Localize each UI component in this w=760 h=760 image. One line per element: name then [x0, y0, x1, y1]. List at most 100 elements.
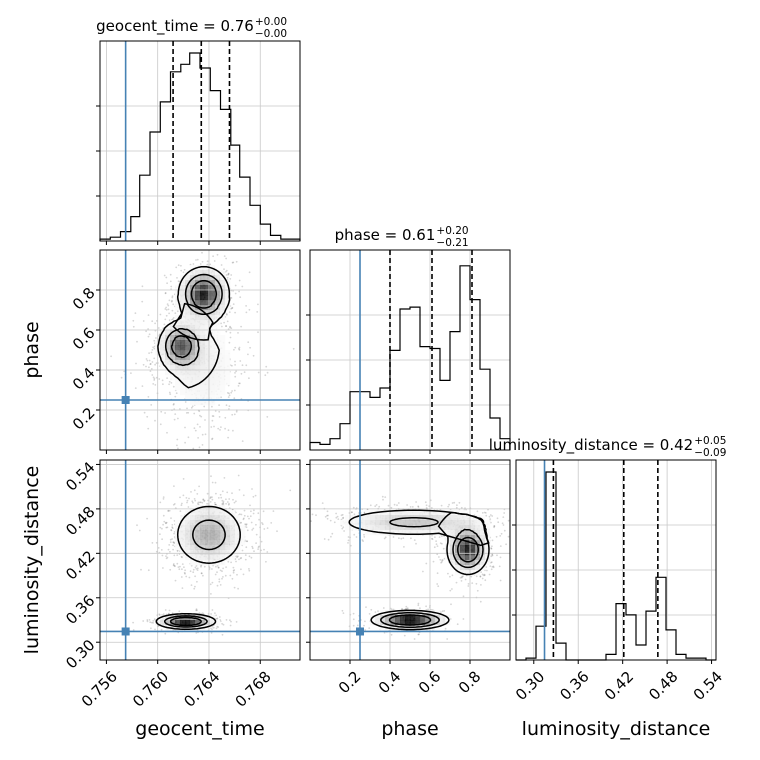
pair-geocent_time-vs-luminosity_distance-sample — [222, 567, 225, 570]
pair-geocent_time-vs-luminosity_distance-density-cell — [215, 540, 221, 546]
pair-phase-vs-luminosity_distance-sample — [417, 505, 420, 508]
pair-phase-vs-luminosity_distance-sample — [492, 565, 495, 568]
pair-geocent_time-vs-luminosity_distance-sample — [202, 499, 205, 501]
pair-geocent_time-vs-phase-sample — [147, 314, 150, 316]
pair-geocent_time-vs-luminosity_distance-density-cell — [165, 615, 171, 621]
pair-geocent_time-vs-luminosity_distance-density-cell — [195, 545, 201, 551]
pair-geocent_time-vs-phase-density-cell — [200, 295, 206, 301]
pair-phase-vs-luminosity_distance-sample — [390, 633, 393, 636]
pair-geocent_time-vs-luminosity_distance-sample — [161, 527, 163, 530]
pair-geocent_time-vs-phase-density-cell — [195, 400, 201, 406]
pair-phase-vs-luminosity_distance-density-cell — [345, 515, 351, 521]
pair-geocent_time-vs-luminosity_distance-density-cell — [195, 525, 201, 531]
pair-phase-vs-luminosity_distance-density-cell — [395, 620, 401, 626]
pair-phase-vs-luminosity_distance-sample — [492, 566, 495, 569]
pair-geocent_time-vs-luminosity_distance-sample — [180, 555, 183, 558]
pair-phase-vs-luminosity_distance-density-cell — [425, 515, 431, 521]
pair-phase-vs-luminosity_distance-sample — [397, 502, 400, 504]
pair-geocent_time-vs-luminosity_distance-sample — [238, 513, 241, 516]
pair-geocent_time-vs-phase-density-cell — [210, 345, 216, 351]
pair-geocent_time-vs-luminosity_distance-sample — [217, 626, 220, 628]
pair-geocent_time-vs-luminosity_distance-density-cell — [205, 555, 211, 561]
pair-geocent_time-vs-phase-sample — [233, 348, 235, 351]
pair-geocent_time-vs-phase-sample — [227, 273, 230, 275]
pair-geocent_time-vs-phase-sample — [163, 323, 166, 326]
pair-geocent_time-vs-phase-density-cell — [215, 325, 221, 331]
pair-phase-vs-luminosity_distance-sample — [439, 611, 442, 613]
pair-geocent_time-vs-phase-sample — [231, 390, 234, 392]
pair-geocent_time-vs-luminosity_distance-sample — [221, 503, 224, 505]
pair-geocent_time-vs-luminosity_distance-density-cell — [240, 525, 246, 531]
pair-geocent_time-vs-phase-sample — [231, 261, 234, 264]
pair-geocent_time-vs-luminosity_distance-sample — [178, 610, 181, 613]
pair-phase-vs-luminosity_distance-sample — [341, 609, 344, 612]
pair-geocent_time-vs-phase-sample — [235, 410, 238, 413]
pair-geocent_time-vs-phase-sample — [230, 297, 233, 299]
pair-phase-vs-luminosity_distance-density-cell — [380, 510, 386, 516]
pair-geocent_time-vs-luminosity_distance-sample — [200, 572, 203, 575]
pair-geocent_time-vs-luminosity_distance-sample — [181, 563, 184, 565]
pair-geocent_time-vs-luminosity_distance-sample — [237, 555, 239, 558]
pair-phase-vs-luminosity_distance-density-cell — [385, 620, 391, 626]
hist-geocent_time-step — [99, 52, 301, 241]
pair-phase-vs-luminosity_distance-sample — [342, 526, 345, 529]
pair-geocent_time-vs-phase-sample — [247, 353, 249, 356]
pair-geocent_time-vs-luminosity_distance-sample — [244, 523, 247, 526]
pair-phase-vs-luminosity_distance-sample — [453, 501, 456, 504]
pair-geocent_time-vs-luminosity_distance-sample — [155, 541, 158, 544]
pair-geocent_time-vs-phase-sample — [154, 384, 157, 386]
pair-geocent_time-vs-luminosity_distance-density-cell — [220, 530, 226, 536]
pair-geocent_time-vs-luminosity_distance-sample — [211, 628, 213, 631]
pair-geocent_time-vs-luminosity_distance-density-cell — [205, 540, 211, 546]
pair-phase-vs-luminosity_distance-sample — [417, 506, 420, 508]
pair-geocent_time-vs-phase-density-cell — [225, 300, 231, 306]
pair-geocent_time-vs-phase-density-cell — [215, 300, 221, 306]
pair-geocent_time-vs-phase-density-cell — [200, 275, 206, 281]
pair-geocent_time-vs-luminosity_distance-sample — [221, 633, 224, 636]
pair-geocent_time-vs-phase-sample — [204, 433, 207, 436]
pair-geocent_time-vs-luminosity_distance-density-cell — [195, 550, 201, 556]
pair-phase-vs-luminosity_distance-sample — [363, 624, 365, 627]
pair-geocent_time-vs-luminosity_distance-sample — [260, 540, 263, 543]
pair-geocent_time-vs-phase-sample — [168, 391, 171, 394]
pair-geocent_time-vs-luminosity_distance-sample — [209, 496, 212, 498]
pair-geocent_time-vs-phase-density-cell — [160, 345, 166, 351]
pair-geocent_time-vs-phase-sample — [170, 300, 173, 303]
pair-geocent_time-vs-luminosity_distance-sample — [215, 492, 217, 495]
pair-geocent_time-vs-luminosity_distance-sample — [233, 501, 236, 504]
pair-geocent_time-vs-phase-density-cell — [210, 325, 216, 331]
pair-geocent_time-vs-luminosity_distance-sample — [152, 620, 155, 622]
pair-geocent_time-vs-luminosity_distance-sample — [196, 580, 198, 583]
pair-phase-vs-luminosity_distance-contour-1-1 — [452, 528, 484, 569]
pair-geocent_time-vs-luminosity_distance-sample — [248, 555, 251, 558]
pair-geocent_time-vs-luminosity_distance-sample — [232, 498, 234, 501]
pair-phase-vs-luminosity_distance-density-cell — [460, 535, 466, 541]
pair-geocent_time-vs-phase-density-cell — [165, 340, 171, 346]
pair-geocent_time-vs-luminosity_distance-density-cell — [175, 625, 181, 631]
pair-geocent_time-vs-phase-sample — [228, 408, 230, 410]
pair-geocent_time-vs-phase-sample — [227, 429, 230, 432]
pair-phase-vs-luminosity_distance-density-cell — [390, 525, 396, 531]
pair-geocent_time-vs-phase-sample — [238, 346, 241, 349]
pair-geocent_time-vs-phase-sample — [200, 415, 203, 418]
pair-phase-vs-luminosity_distance-density-cell — [375, 615, 381, 621]
pair-geocent_time-vs-phase-density-cell — [210, 355, 216, 361]
pair-geocent_time-vs-phase-density-cell — [215, 280, 221, 286]
pair-phase-vs-luminosity_distance-sample — [444, 627, 447, 630]
pair-geocent_time-vs-phase-density-cell — [210, 315, 216, 321]
pair-geocent_time-vs-phase-density-cell — [200, 300, 206, 306]
pair-geocent_time-vs-luminosity_distance-sample — [195, 565, 198, 567]
pair-geocent_time-vs-phase-sample — [264, 374, 267, 377]
pair-geocent_time-vs-phase-density-cell — [180, 295, 186, 301]
pair-geocent_time-vs-luminosity_distance-sample — [241, 549, 244, 552]
pair-geocent_time-vs-luminosity_distance-sample — [140, 568, 142, 571]
pair-geocent_time-vs-luminosity_distance-sample — [173, 564, 176, 567]
pair-phase-vs-luminosity_distance-density-cell — [455, 565, 461, 571]
pair-geocent_time-vs-phase-sample — [130, 372, 132, 374]
pair-geocent_time-vs-phase-density-cell — [185, 320, 191, 326]
pair-geocent_time-vs-phase-density-cell — [205, 390, 211, 396]
pair-geocent_time-vs-luminosity_distance-sample — [172, 563, 175, 565]
pair-geocent_time-vs-phase-density-cell — [180, 345, 186, 351]
pair-phase-vs-luminosity_distance-sample — [343, 530, 345, 532]
pair-geocent_time-vs-luminosity_distance-sample — [211, 581, 214, 584]
